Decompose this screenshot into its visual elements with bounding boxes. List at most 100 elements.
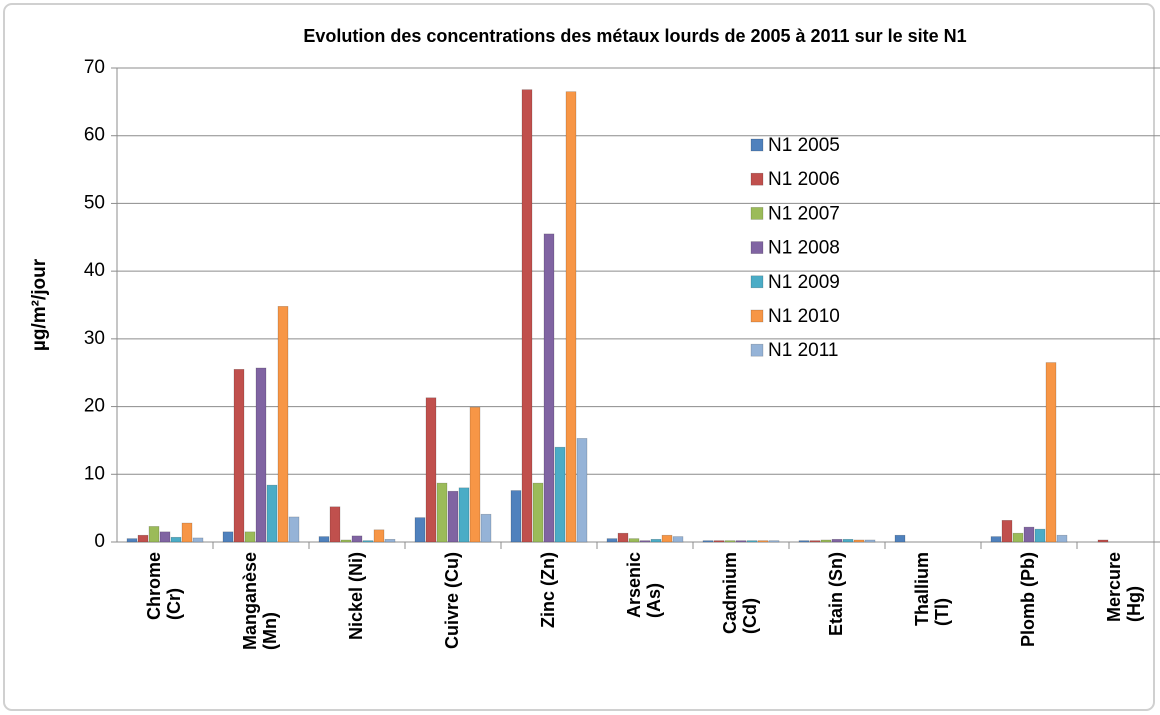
y-tick-label: 50 — [84, 192, 105, 213]
bar — [521, 89, 533, 543]
bar — [148, 526, 160, 543]
bar — [990, 536, 1002, 543]
x-tick-label: Chrome (Cr) — [144, 552, 184, 621]
bar — [628, 538, 640, 543]
bar — [159, 531, 171, 543]
bar — [340, 539, 352, 543]
bar — [661, 534, 673, 543]
bar — [543, 233, 555, 543]
legend-swatch — [750, 207, 764, 220]
y-tick-label: 0 — [94, 531, 105, 552]
y-tick-label: 40 — [84, 260, 105, 281]
bar — [384, 538, 396, 543]
bar — [1034, 528, 1046, 543]
bar — [746, 540, 758, 543]
bar — [458, 487, 470, 543]
legend-label: N1 2006 — [768, 169, 840, 190]
legend-swatch — [750, 172, 764, 186]
bar — [532, 482, 544, 543]
x-tick-label: Thallium (Tl) — [912, 552, 952, 627]
x-tick-label: Arsenic (As) — [624, 552, 664, 619]
bar — [713, 540, 725, 543]
legend-swatch — [750, 309, 764, 323]
bar — [798, 540, 810, 543]
bar — [255, 367, 267, 543]
bar — [1023, 526, 1035, 543]
bar — [554, 446, 566, 543]
x-tick-label: Zinc (Zn) — [538, 552, 559, 628]
bar — [1045, 362, 1057, 543]
bar — [650, 538, 662, 543]
legend-label: N1 2010 — [768, 306, 840, 327]
bar — [414, 517, 426, 543]
bar — [277, 306, 289, 543]
bar — [853, 539, 865, 543]
bar — [362, 540, 374, 543]
bar — [480, 513, 492, 543]
bar — [510, 490, 522, 543]
bar — [606, 538, 618, 543]
bar — [672, 536, 684, 543]
bar — [724, 540, 736, 543]
bar — [469, 406, 481, 543]
x-tick-label: Nickel (Ni) — [346, 552, 367, 641]
x-tick-label: Cadmium (Cd) — [720, 552, 760, 635]
legend-swatch — [750, 241, 764, 254]
bar — [617, 532, 629, 543]
bar — [842, 538, 854, 543]
bar — [735, 540, 747, 543]
legend-label: N1 2005 — [768, 135, 840, 156]
bar — [351, 535, 363, 543]
bar — [639, 540, 651, 543]
chart-title: Evolution des concentrations des métaux … — [303, 26, 966, 46]
legend-label: N1 2011 — [768, 340, 838, 361]
y-tick-label: 60 — [84, 125, 105, 146]
bar — [702, 540, 714, 543]
x-tick-label: Manganèse (Mn) — [240, 552, 280, 651]
bar — [222, 531, 234, 543]
y-tick-label: 70 — [84, 57, 105, 78]
bar — [768, 540, 780, 543]
legend-label: N1 2008 — [768, 238, 840, 259]
bar — [864, 539, 876, 543]
legend-swatch — [750, 343, 764, 357]
y-axis-label: µg/m²/jour — [29, 258, 50, 351]
legend-swatch — [750, 275, 764, 289]
bar — [831, 538, 843, 543]
bar — [1056, 534, 1068, 543]
bar — [1012, 532, 1024, 543]
legend-label: N1 2009 — [768, 272, 840, 293]
x-tick-label: Mercure (Hg) — [1104, 552, 1144, 623]
bar — [894, 534, 906, 543]
bar — [576, 438, 588, 543]
y-tick-label: 10 — [84, 463, 105, 484]
y-tick-label: 20 — [84, 396, 105, 417]
bar — [137, 534, 149, 543]
bar — [318, 536, 330, 543]
bar — [1001, 520, 1013, 543]
bar — [436, 482, 448, 543]
bar — [329, 506, 341, 543]
bar — [757, 540, 769, 543]
bar — [1097, 539, 1109, 543]
legend-label: N1 2007 — [768, 203, 840, 224]
x-tick-label: Etain (Sn) — [826, 552, 847, 636]
bar — [373, 529, 385, 543]
bar — [170, 536, 182, 543]
bar — [126, 538, 138, 543]
bar — [192, 537, 204, 543]
bar — [266, 484, 278, 543]
bar — [425, 397, 437, 543]
bar — [244, 531, 256, 543]
bar — [820, 539, 832, 543]
x-tick-label: Plomb (Pb) — [1018, 552, 1039, 647]
bar — [565, 91, 577, 543]
x-tick-label: Cuivre (Cu) — [442, 552, 463, 650]
bar — [447, 490, 459, 543]
bar — [233, 369, 245, 543]
y-tick-label: 30 — [84, 328, 105, 349]
bar — [809, 540, 821, 543]
bar — [181, 522, 193, 543]
